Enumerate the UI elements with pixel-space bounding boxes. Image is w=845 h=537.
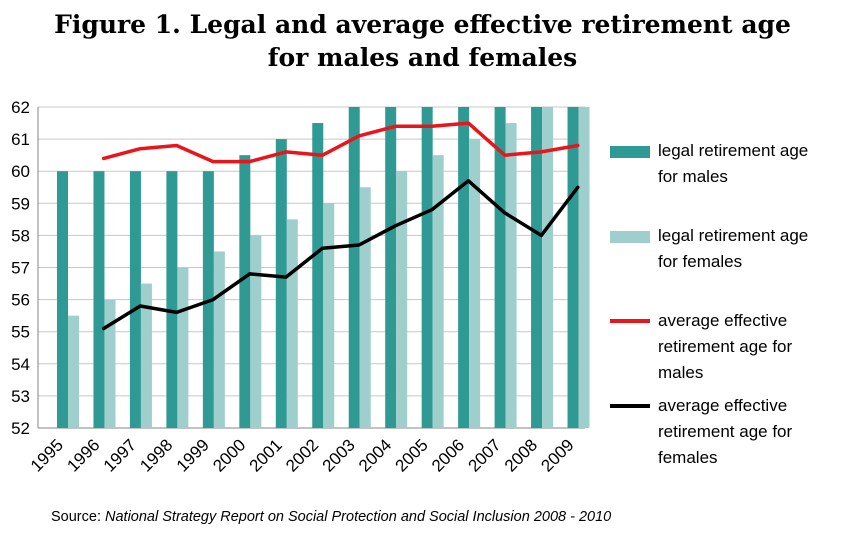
bar-legal-females-1999: [213, 251, 225, 428]
legend-item-legal-males: legal retirement age for males: [610, 138, 838, 190]
x-tick-label: 1995: [27, 435, 67, 475]
bar-legal-males-2000: [239, 155, 251, 428]
x-tick-label: 2004: [355, 435, 395, 475]
y-tick-label: 62: [11, 98, 30, 117]
y-tick-label: 52: [11, 419, 30, 438]
source-text: National Strategy Report on Social Prote…: [105, 509, 612, 525]
bar-legal-females-2001: [286, 219, 298, 428]
y-tick-label: 56: [11, 291, 30, 310]
bar-legal-females-2002: [323, 203, 335, 428]
bar-legal-females-2003: [359, 187, 371, 428]
bar-legal-females-2009: [578, 107, 590, 428]
x-tick-label: 2009: [537, 435, 577, 475]
bar-legal-males-1998: [166, 171, 178, 428]
bar-legal-males-1995: [57, 171, 68, 428]
legend-label-avg-males: average effective retirement age for mal…: [658, 311, 793, 382]
x-tick-label: 2005: [392, 435, 432, 475]
legend-swatch-avg-males: [610, 319, 650, 323]
x-tick-label: 1998: [136, 435, 176, 475]
legend-label-legal-females: legal retirement age for females: [658, 226, 809, 271]
legend-item-avg-males: average effective retirement age for mal…: [610, 308, 838, 386]
y-tick-label: 57: [11, 259, 30, 278]
bar-legal-females-1997: [140, 283, 152, 428]
legend-label-avg-females: average effective retirement age for fem…: [658, 396, 793, 467]
line-avg-males: [101, 121, 580, 164]
legend-swatch-avg-females: [610, 404, 650, 408]
y-tick-label: 54: [11, 355, 30, 374]
legend-label-legal-males: legal retirement age for males: [658, 141, 809, 186]
bar-legal-females-1996: [104, 299, 116, 428]
x-tick-label: 2008: [501, 435, 541, 475]
x-tick-label: 2001: [246, 435, 286, 475]
legend-item-avg-females: average effective retirement age for fem…: [610, 393, 838, 471]
line-avg-females: [101, 179, 580, 331]
bar-legal-females-2004: [396, 171, 408, 428]
y-tick-label: 59: [11, 194, 30, 213]
bar-legal-females-1995: [68, 315, 79, 428]
bar-legal-males-2005: [421, 107, 433, 428]
y-tick-label: 61: [11, 130, 30, 149]
bar-legal-males-2002: [312, 123, 324, 429]
bar-legal-females-1998: [177, 267, 189, 428]
y-tick-label: 58: [11, 226, 30, 245]
x-tick-label: 1999: [173, 435, 213, 475]
bar-legal-males-2004: [385, 107, 397, 428]
x-tick-label: 2006: [428, 435, 468, 475]
bar-legal-males-2008: [531, 107, 543, 428]
chart-title-line-1: Figure 1. Legal and average effective re…: [54, 10, 791, 39]
y-tick-label: 60: [11, 162, 30, 181]
legend-item-legal-females: legal retirement age for females: [610, 223, 838, 275]
x-tick-label: 2000: [209, 435, 249, 475]
chart-title-line-2: for males and females: [267, 43, 578, 72]
bar-legal-males-1997: [129, 171, 141, 428]
x-tick-label: 1997: [100, 435, 140, 475]
y-tick-label: 53: [11, 387, 30, 406]
bar-legal-males-2009: [567, 107, 579, 428]
legend-swatch-legal-females: [610, 231, 650, 243]
legend-swatch-legal-males: [610, 146, 650, 158]
bar-legal-males-2006: [458, 107, 470, 428]
bar-legal-females-2008: [542, 107, 554, 428]
y-tick-label: 55: [11, 323, 30, 342]
bar-legal-females-2006: [469, 139, 481, 428]
x-tick-label: 2003: [319, 435, 359, 475]
bar-legal-males-2001: [275, 139, 287, 428]
source-note: Source: National Strategy Report on Soci…: [51, 509, 611, 525]
chart-title: Figure 1. Legal and average effective re…: [0, 8, 845, 74]
x-tick-label: 2007: [464, 435, 504, 475]
source-label: Source:: [51, 509, 101, 525]
bar-legal-males-2003: [348, 107, 360, 428]
bar-legal-males-2007: [494, 107, 506, 428]
x-tick-label: 1996: [63, 435, 103, 475]
x-tick-label: 2002: [282, 435, 322, 475]
bar-legal-males-1996: [93, 171, 105, 428]
bar-legal-females-2005: [432, 155, 444, 428]
bar-legal-females-2000: [250, 235, 262, 428]
bar-legal-females-2007: [505, 123, 517, 429]
